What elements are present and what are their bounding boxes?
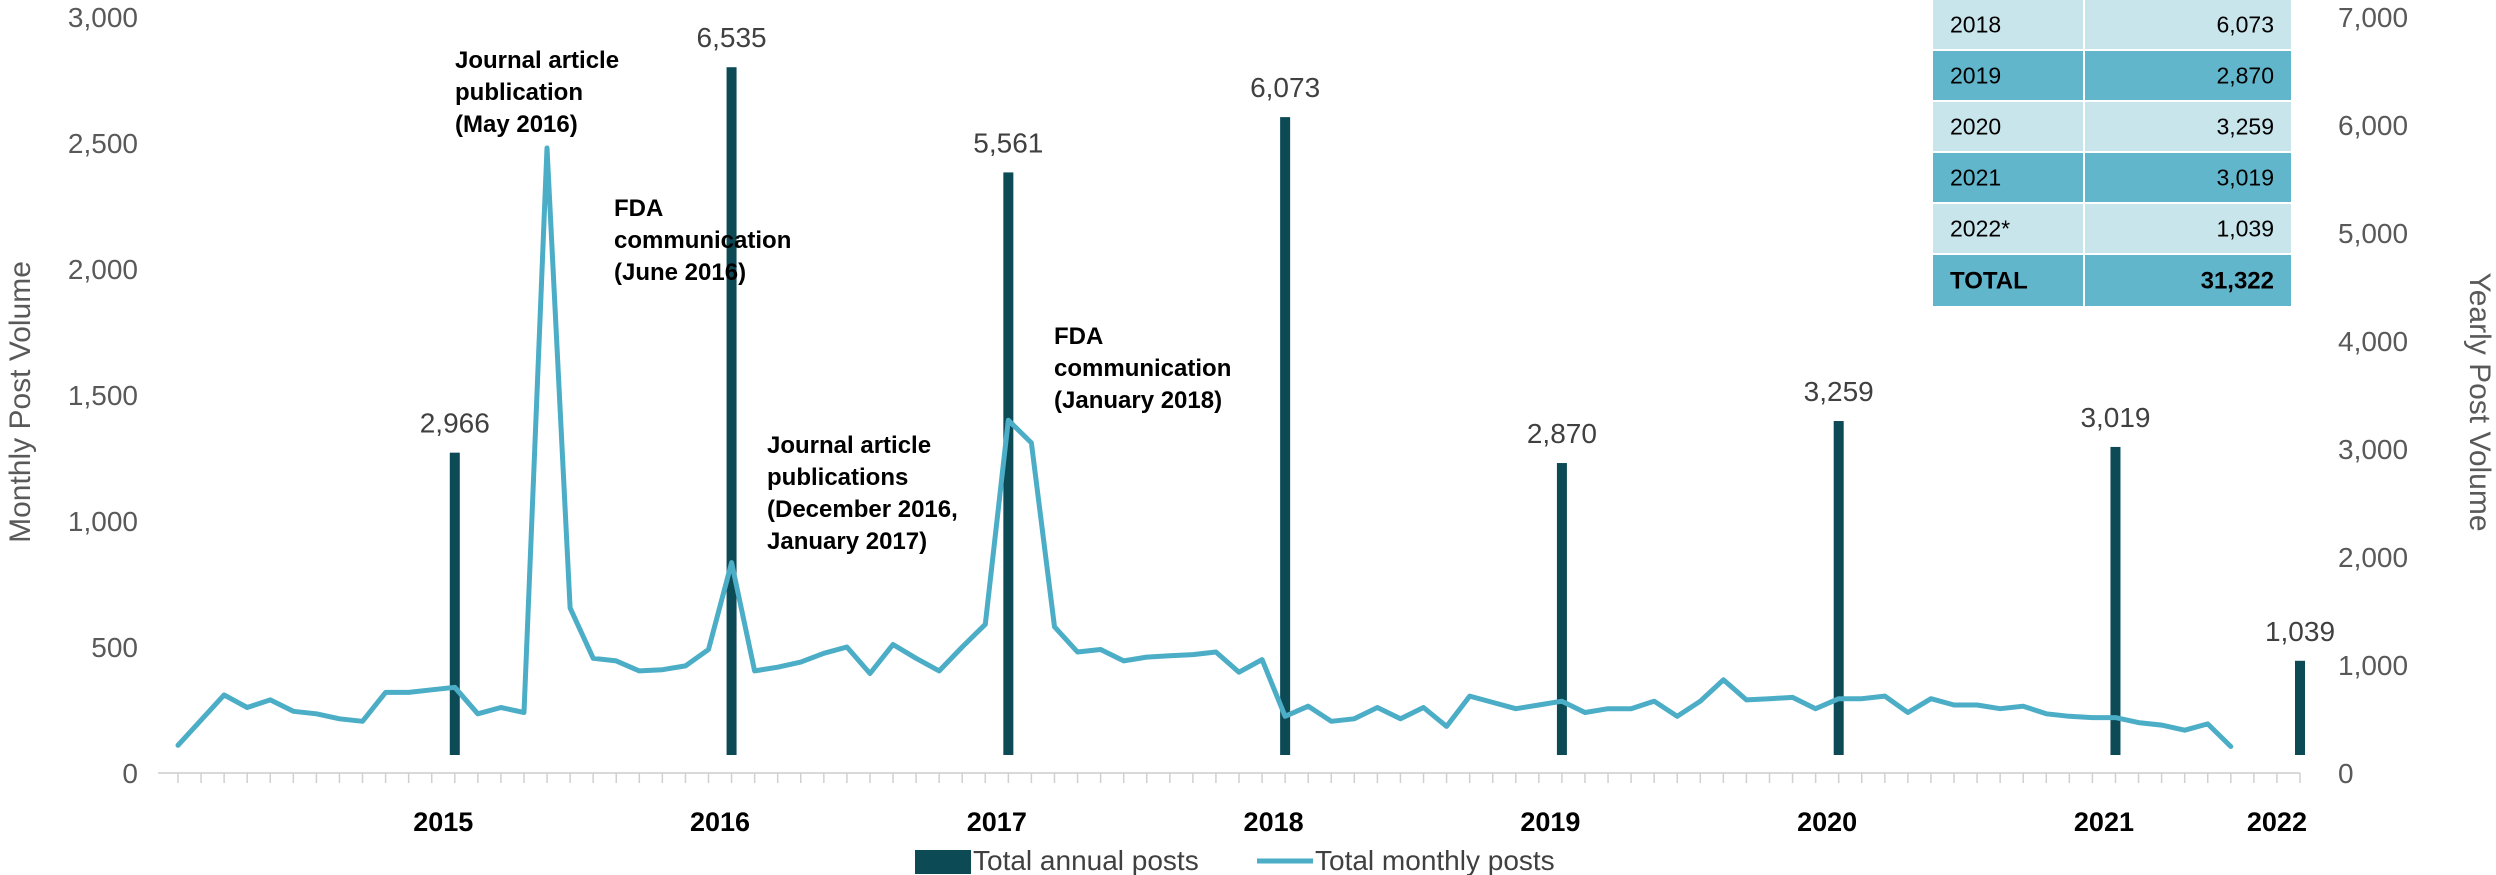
table-cell [2083,49,2293,102]
annotation-line: FDA [614,195,663,222]
legend: Total annual posts Total monthly posts [915,845,1555,875]
right-y-axis-ticks: 0 1,000 2,000 3,000 4,000 5,000 6,000 7,000 [2338,2,2408,789]
table-value: 1,039 [2216,216,2274,242]
right-y-tick-label: 4,000 [2338,326,2408,357]
table-cell [1931,49,2085,102]
annotation-line: communication [1054,355,1231,382]
x-year-label: 2018 [1244,807,1304,837]
annual-bar-label: 5,561 [973,127,1043,158]
table-year: 2020 [1950,114,2001,140]
annotation-line: Journal article [455,47,619,74]
x-year-label: 2015 [413,807,473,837]
monthly-posts-line [175,145,2234,749]
left-y-tick-label: 3,000 [68,2,138,33]
legend-annual-swatch [915,850,971,874]
annual-bar [1280,117,1291,756]
right-y-axis-title: Yearly Post Volume [2463,272,2496,531]
annotation-line: (June 2016) [614,259,746,286]
annotation-line: publication [455,79,583,106]
right-y-tick-label: 1,000 [2338,650,2408,681]
table-year: 2021 [1950,165,2001,191]
annual-bar [449,452,460,755]
left-y-tick-label: 2,000 [68,254,138,285]
x-year-label: 2021 [2074,807,2134,837]
x-year-label: 2019 [1520,807,1580,837]
table-total-cell [2083,253,2293,308]
annotation-line: (January 2018) [1054,387,1222,414]
right-y-tick-label: 7,000 [2338,2,2408,33]
left-y-tick-label: 0 [122,758,138,789]
annual-bar-label: 1,039 [2265,616,2335,647]
annual-bar-label: 6,073 [1250,72,1320,103]
annotation-line: (December 2016, [767,496,958,523]
table-cell [1931,0,2085,51]
legend-monthly-label: Total monthly posts [1315,845,1555,875]
left-y-tick-label: 1,500 [68,380,138,411]
annual-bar-labels: 2,966 6,535 5,561 6,073 2,870 3,259 3,019 1,039 [420,22,2335,647]
right-y-tick-label: 2,000 [2338,542,2408,573]
event-annotations: Journal article publication (May 2016) FDA c… [455,47,1231,555]
table-total-label: TOTAL [1950,268,2028,295]
annotation-line: communication [614,227,791,254]
annual-bar [1556,463,1567,755]
annotation-line: January 2017) [767,528,927,555]
table-value: 3,259 [2216,114,2274,140]
annual-bar [726,67,737,756]
table-year: 2019 [1950,63,2001,89]
annual-bar [1003,172,1014,756]
left-y-tick-label: 2,500 [68,128,138,159]
annual-bar [1833,421,1844,755]
table-value: 6,073 [2216,12,2274,38]
annual-bar-label: 2,966 [420,408,490,439]
right-y-tick-label: 5,000 [2338,218,2408,249]
x-year-label: 2016 [690,807,750,837]
left-y-axis-title: Monthly Post Volume [4,261,37,543]
annotation-line: publications [767,464,908,491]
annual-bar-label: 3,019 [2080,402,2150,433]
annual-bar-label: 3,259 [1804,376,1874,407]
x-year-label: 2022 [2247,807,2307,837]
x-year-label: 2020 [1797,807,1857,837]
x-axis-year-labels: 2015 2016 2017 2018 2019 2020 2021 2022 [413,807,2307,837]
annual-bar [2110,446,2121,755]
x-year-label: 2017 [967,807,1027,837]
annual-bar [2295,660,2305,755]
table-year: 2022* [1950,216,2010,242]
annotation-line: FDA [1054,323,1103,350]
annotation-line: (May 2016) [455,111,578,138]
right-y-tick-label: 0 [2338,758,2354,789]
right-y-tick-label: 3,000 [2338,434,2408,465]
left-y-tick-label: 500 [91,632,138,663]
annual-totals-table: 2018 6,073 2019 2,870 2020 3,259 2021 3,019 2022… [1931,0,2293,308]
annual-bar-label: 6,535 [697,22,767,53]
left-y-tick-label: 1,000 [68,506,138,537]
annual-bars [449,67,2305,756]
x-axis-month-ticks [177,773,2301,783]
table-total-value: 31,322 [2201,268,2274,295]
right-y-tick-label: 6,000 [2338,110,2408,141]
annual-bar-label: 2,870 [1527,418,1597,449]
legend-annual-label: Total annual posts [973,845,1199,875]
annotation-line: Journal article [767,432,931,459]
table-total-cell [1931,253,2085,308]
table-value: 3,019 [2216,165,2274,191]
left-y-axis-ticks: 0 500 1,000 1,500 2,000 2,500 3,000 [68,2,138,789]
table-value: 2,870 [2216,63,2274,89]
table-year: 2018 [1950,12,2001,38]
